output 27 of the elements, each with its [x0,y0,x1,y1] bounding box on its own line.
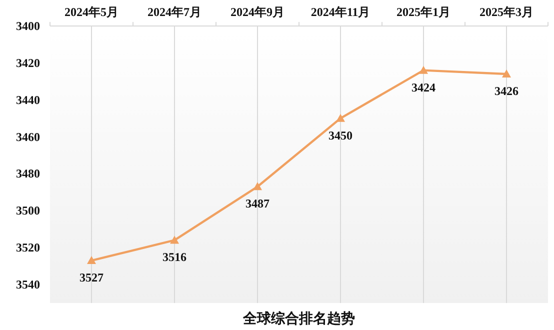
data-label: 3527 [80,270,104,285]
y-tick-label: 3420 [16,56,40,70]
x-tick-label: 2024年9月 [230,5,284,19]
x-tick-label: 2024年5月 [64,5,118,19]
y-tick-label: 3460 [16,130,40,144]
y-tick-label: 3540 [16,278,40,292]
data-label: 3424 [412,80,436,94]
x-tick-label: 2024年7月 [148,5,202,19]
data-label: 3426 [494,84,518,98]
data-label: 3450 [328,128,352,142]
x-tick-label: 2025年3月 [480,5,534,19]
y-tick-label: 3480 [16,166,40,181]
point [87,256,96,264]
point [170,236,179,244]
point [336,114,345,122]
y-tick-label: 3400 [16,19,40,33]
text: 全球综合排名趋势 [242,310,355,327]
x-tick-label: 2025年1月 [396,5,450,19]
point [502,70,511,78]
point [253,182,262,190]
data-label: 3516 [162,250,186,264]
y-tick-label: 3520 [16,240,40,255]
point [419,66,428,74]
y-tick-label: 3500 [16,204,40,218]
data-label: 3487 [246,196,270,211]
x-tick-label: 2024年11月 [310,5,370,19]
y-tick-label: 3440 [16,92,40,107]
